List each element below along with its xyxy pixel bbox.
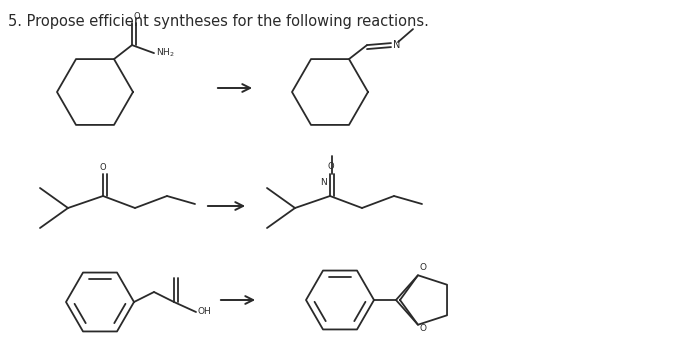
Text: NH$_2$: NH$_2$ [156, 47, 174, 59]
Text: N: N [320, 178, 327, 187]
Text: O: O [100, 163, 106, 172]
Text: 5. Propose efficient syntheses for the following reactions.: 5. Propose efficient syntheses for the f… [8, 14, 429, 29]
Text: O: O [328, 162, 335, 171]
Text: O: O [420, 324, 427, 333]
Text: N: N [393, 40, 400, 50]
Text: OH: OH [198, 308, 211, 316]
Text: O: O [420, 263, 427, 272]
Text: O: O [133, 12, 139, 21]
